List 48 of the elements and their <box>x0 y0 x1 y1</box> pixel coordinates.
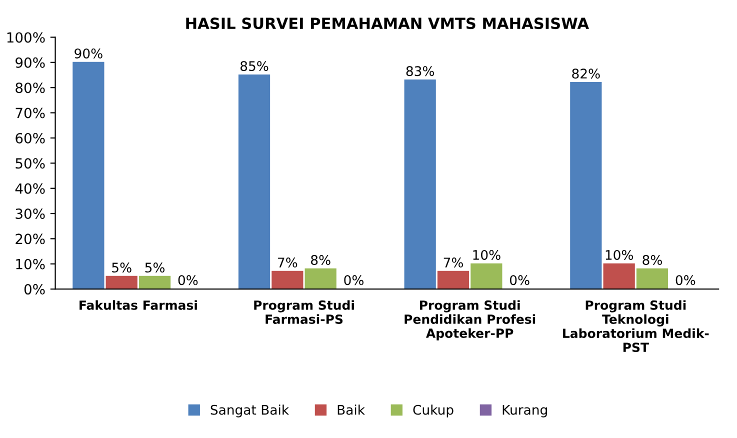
y-tick-label: 0% <box>24 284 45 295</box>
data-label: 7% <box>444 258 463 268</box>
bar <box>238 74 270 290</box>
data-label: 0% <box>178 275 198 286</box>
y-tick-label: 30% <box>16 208 45 219</box>
bar <box>304 268 336 290</box>
x-tick-label: Program Studi Teknologi Laboratorium Medik- PST <box>563 300 709 352</box>
bar <box>106 276 138 290</box>
bar <box>138 276 171 290</box>
y-tick-label: 100% <box>7 32 45 43</box>
data-label: 10% <box>473 250 500 260</box>
x-tick-label: Fakultas Farmasi <box>80 300 197 310</box>
data-label: 82% <box>572 68 600 79</box>
legend-label: Kurang <box>502 405 547 418</box>
y-tick-label: 10% <box>16 258 45 270</box>
data-label: 5% <box>112 262 132 273</box>
x-tick-label: Program Studi Pendidikan Profesi Apoteker-PP <box>404 300 536 340</box>
legend-label: Sangat Baik <box>210 404 290 418</box>
data-label: 83% <box>406 66 434 76</box>
y-tick-label: 60% <box>16 132 45 144</box>
y-tick-label: 50% <box>16 158 45 169</box>
bar <box>272 270 304 290</box>
bar <box>437 270 470 290</box>
y-tick-label: 70% <box>16 108 45 118</box>
data-label: 85% <box>240 61 268 72</box>
legend-label: Cukup <box>413 404 454 418</box>
y-tick-label: 20% <box>16 234 45 244</box>
data-label: 0% <box>344 275 364 286</box>
y-tick-label: 40% <box>15 183 45 194</box>
bar <box>603 263 635 290</box>
data-label: 5% <box>145 262 165 273</box>
data-label: 10% <box>606 250 634 260</box>
bar <box>72 62 104 290</box>
data-label: 8% <box>642 255 662 265</box>
x-tick-label: Program Studi Farmasi-PS <box>254 300 354 324</box>
data-label: 0% <box>676 275 696 286</box>
chart-title: HASIL SURVEI PEMAHAMAN VMTS MAHASISWA <box>186 18 589 30</box>
y-tick-label: 80% <box>16 82 45 94</box>
bar <box>470 263 502 290</box>
data-label: 90% <box>74 48 102 58</box>
legend-label: Baik <box>338 404 365 415</box>
bar <box>636 268 668 290</box>
bar <box>570 82 602 290</box>
bar <box>404 79 436 290</box>
data-label: 7% <box>278 258 298 268</box>
data-label: 8% <box>311 255 330 265</box>
data-label: 0% <box>510 275 530 286</box>
y-tick-label: 90% <box>16 57 45 68</box>
